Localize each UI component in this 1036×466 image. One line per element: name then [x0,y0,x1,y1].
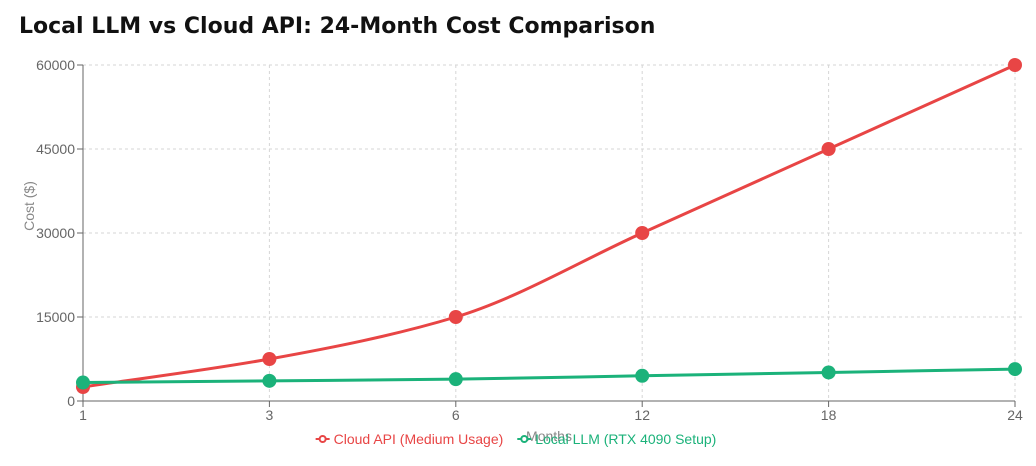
legend-item[interactable]: Cloud API (Medium Usage) [315,431,504,447]
legend[interactable]: Cloud API (Medium Usage) Local LLM (RTX 4… [315,431,717,447]
series-line [82,63,1016,389]
data-point[interactable] [262,352,277,366]
data-point[interactable] [448,310,463,324]
x-tick-label: 12 [634,407,650,423]
y-tick-label: 45000 [36,141,75,157]
legend-swatch-marker [520,435,529,443]
series-cloud-api [76,58,1022,394]
data-point[interactable] [262,373,277,388]
legend-label: Cloud API (Medium Usage) [334,431,504,447]
y-tick-label: 60000 [36,57,75,73]
x-tick-label: 6 [452,407,460,423]
legend-label: Local LLM (RTX 4090 Setup) [535,431,716,447]
chart-title: Local LLM vs Cloud API: 24-Month Cost Co… [19,14,656,39]
series-local-llm [76,362,1022,390]
y-tick-label: 0 [67,393,75,409]
data-point[interactable] [1008,362,1022,377]
x-tick-labels: 1 3 6 12 18 24 [79,407,1023,423]
series-group [76,58,1022,394]
axes [77,64,1016,407]
data-point[interactable] [448,372,463,387]
x-tick-label: 18 [821,407,837,423]
data-point[interactable] [821,142,836,156]
data-point[interactable] [76,375,90,390]
series-line [82,367,1016,385]
x-tick-label: 3 [266,407,274,423]
x-axis-title: Months [526,428,572,444]
y-tick-label: 30000 [36,225,75,241]
data-point[interactable] [635,226,650,240]
legend-swatch-marker [318,435,327,443]
data-point[interactable] [821,365,836,380]
x-tick-label: 1 [79,407,87,423]
y-tick-labels: 0 15000 30000 45000 60000 [36,57,75,409]
x-tick-label: 24 [1007,407,1023,423]
data-point[interactable] [635,368,650,383]
legend-item[interactable]: Local LLM (RTX 4090 Setup) [517,431,716,447]
data-point[interactable] [1008,58,1022,72]
y-axis-title: Cost ($) [21,181,37,231]
y-tick-label: 15000 [36,309,75,325]
grid-lines [82,64,1023,401]
